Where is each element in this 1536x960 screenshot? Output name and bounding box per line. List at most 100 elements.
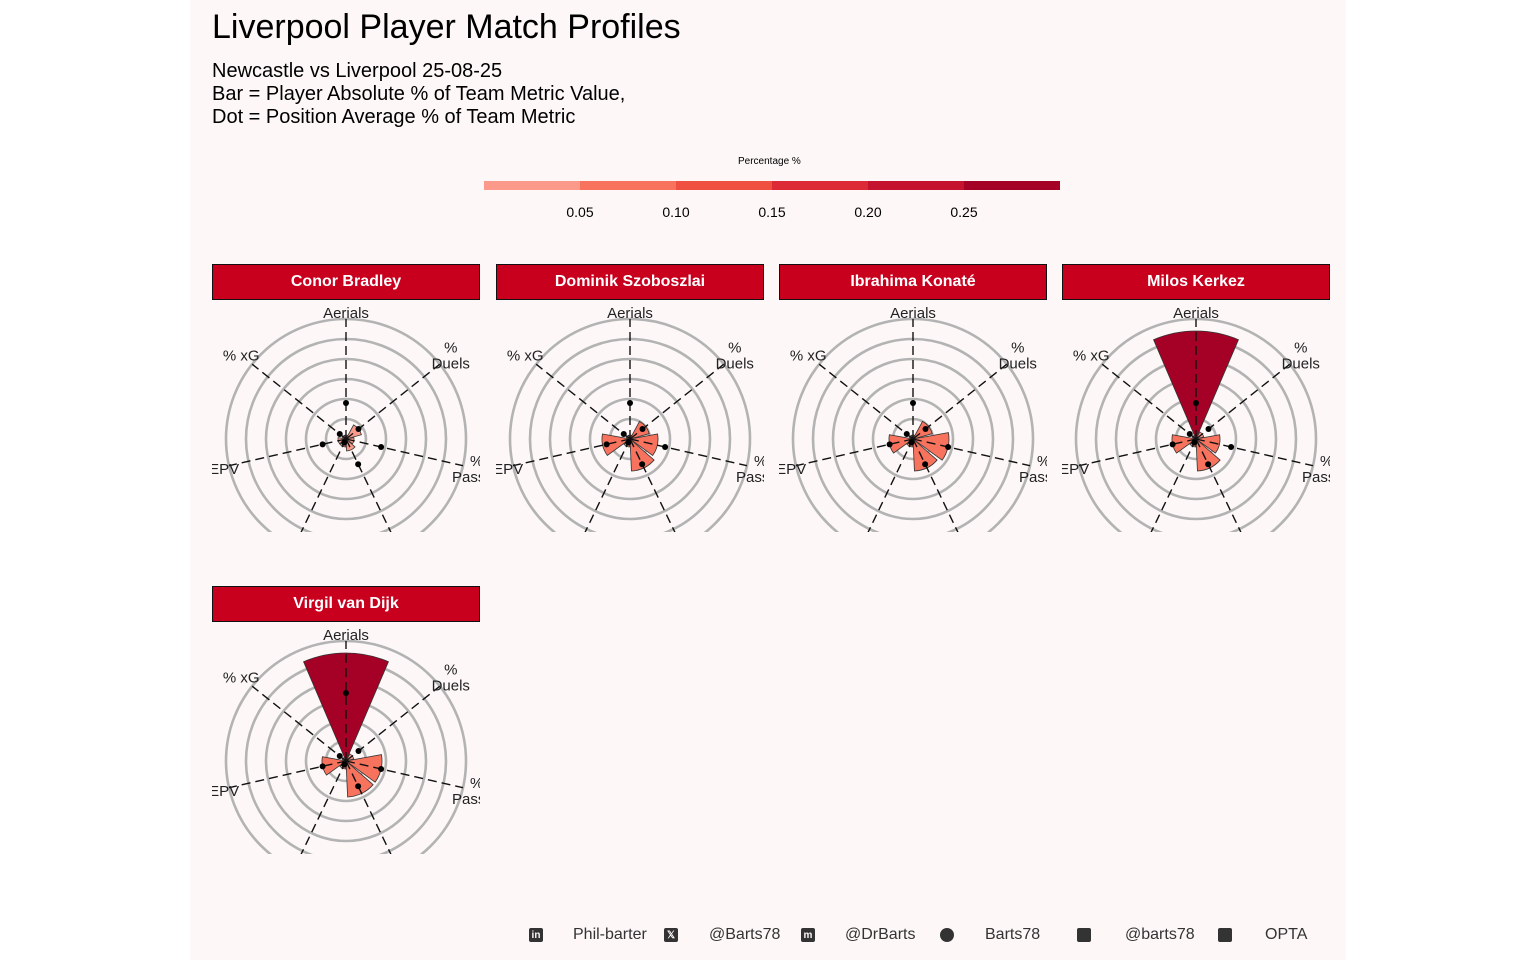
position-average-dot: [903, 431, 910, 438]
footer-credit-text: @DrBarts: [845, 926, 916, 943]
linkedin-icon: in: [529, 928, 543, 942]
position-average-dot: [886, 441, 893, 448]
position-average-dot: [603, 441, 610, 448]
metric-bar: [629, 433, 659, 457]
metric-axis-label: % EPV: [1062, 461, 1089, 478]
facet-strip-label: Dominik Szoboszlai: [496, 264, 764, 300]
mastodon-icon: m: [801, 928, 815, 942]
metric-axis-label: %Passes: [1302, 453, 1330, 486]
metric-bar: [345, 438, 356, 452]
metric-spoke: [345, 760, 464, 789]
metric-axis-label: % Duels: [432, 339, 470, 372]
polar-chart: %Aerials%Duels%Passes%Possession%Shots% …: [496, 304, 764, 532]
metric-spoke: [818, 363, 914, 440]
position-average-dot: [625, 439, 632, 446]
position-average-dot: [355, 461, 362, 468]
metric-axis-label: %Passes: [452, 775, 480, 808]
metric-axis-label: %Aerials: [890, 304, 936, 322]
metric-spoke: [345, 760, 392, 854]
github-icon: [940, 928, 954, 942]
footer-credit-text: OPTA: [1265, 926, 1308, 943]
legend-color-step: [580, 181, 676, 190]
position-average-dot: [355, 426, 362, 433]
legend-color-step: [868, 181, 964, 190]
position-average-dot: [908, 439, 915, 446]
metric-spoke: [1150, 438, 1197, 532]
facet-strip-label: Virgil van Dijk: [212, 586, 480, 622]
metric-axis-label: % Duels: [1282, 339, 1320, 372]
bluesky-icon: [1077, 928, 1091, 942]
polar-chart: %Aerials%Duels%Passes%Possession%Shots% …: [212, 304, 480, 532]
legend-tick-label: 0.15: [758, 204, 786, 220]
metric-axis-label: % EPV: [212, 783, 239, 800]
metric-axis-label: % xG: [1073, 347, 1110, 364]
x-twitter-icon: 𝕏: [664, 928, 678, 942]
grid-ring: [264, 357, 428, 521]
legend-color-step: [484, 181, 580, 190]
position-average-dot: [343, 400, 349, 406]
metric-axis-label: %Aerials: [1173, 304, 1219, 322]
metric-axis-label: %Aerials: [607, 304, 653, 322]
facet-strip-label: Ibrahima Konaté: [779, 264, 1047, 300]
metric-axis-label: %Passes: [1019, 453, 1047, 486]
footer-credit-text: Phil-barter: [573, 926, 647, 943]
metric-axis-label: % Duels: [999, 339, 1037, 372]
position-average-dot: [319, 763, 326, 770]
metric-spoke: [300, 438, 347, 532]
position-average-dot: [922, 461, 929, 468]
metric-bar: [601, 433, 631, 457]
metric-spoke: [912, 438, 1031, 467]
position-average-dot: [620, 431, 627, 438]
position-average-dot: [355, 783, 362, 790]
metric-axis-label: %Passes: [736, 453, 764, 486]
legend-title: Percentage %: [738, 156, 801, 167]
legend-color-step: [772, 181, 868, 190]
metric-spoke: [912, 438, 959, 532]
dropbox-icon: [1218, 928, 1232, 942]
grid-ring: [831, 357, 995, 521]
position-average-dot: [627, 400, 633, 406]
grid-ring: [304, 397, 388, 481]
metric-bar: [1153, 330, 1239, 441]
metric-bar: [1195, 434, 1221, 454]
position-average-dot: [378, 766, 385, 773]
metric-spoke: [1195, 438, 1314, 467]
polar-chart: %Aerials%Duels%Passes%Possession%Shots% …: [212, 626, 480, 854]
metric-axis-label: % xG: [507, 347, 544, 364]
metric-spoke: [584, 438, 631, 532]
chart-subtitle-line-1: Newcastle vs Liverpool 25-08-25: [212, 60, 503, 82]
metric-axis-label: % xG: [223, 669, 260, 686]
metric-spoke: [1078, 438, 1197, 467]
position-average-dot: [1205, 426, 1212, 433]
legend-color-step: [964, 181, 1060, 190]
chart-subtitle-line-2: Bar = Player Absolute % of Team Metric V…: [212, 83, 626, 105]
metric-bar: [303, 652, 389, 763]
facet-strip-label: Milos Kerkez: [1062, 264, 1330, 300]
metric-spoke: [535, 363, 631, 440]
metric-spoke: [795, 438, 914, 467]
metric-axis-label: % EPV: [496, 461, 523, 478]
position-average-dot: [1186, 431, 1193, 438]
grid-ring: [548, 357, 712, 521]
legend-tick-label: 0.20: [854, 204, 882, 220]
position-average-dot: [341, 439, 348, 446]
position-average-dot: [1191, 439, 1198, 446]
grid-ring: [588, 397, 672, 481]
polar-chart: %Aerials%Duels%Passes%Possession%Shots% …: [1062, 304, 1330, 532]
position-average-dot: [639, 461, 646, 468]
metric-spoke: [1195, 363, 1291, 440]
metric-spoke: [912, 363, 1008, 440]
position-average-dot: [343, 690, 349, 696]
metric-axis-label: %Passes: [452, 453, 480, 486]
metric-spoke: [251, 685, 347, 762]
metric-spoke: [512, 438, 631, 467]
metric-axis-label: % xG: [790, 347, 827, 364]
position-average-dot: [1228, 444, 1235, 451]
position-average-dot: [1205, 461, 1212, 468]
metric-spoke: [345, 363, 441, 440]
metric-axis-label: % EPV: [779, 461, 806, 478]
metric-spoke: [345, 685, 441, 762]
position-average-dot: [945, 444, 952, 451]
position-average-dot: [1169, 441, 1176, 448]
metric-spoke: [228, 760, 347, 789]
